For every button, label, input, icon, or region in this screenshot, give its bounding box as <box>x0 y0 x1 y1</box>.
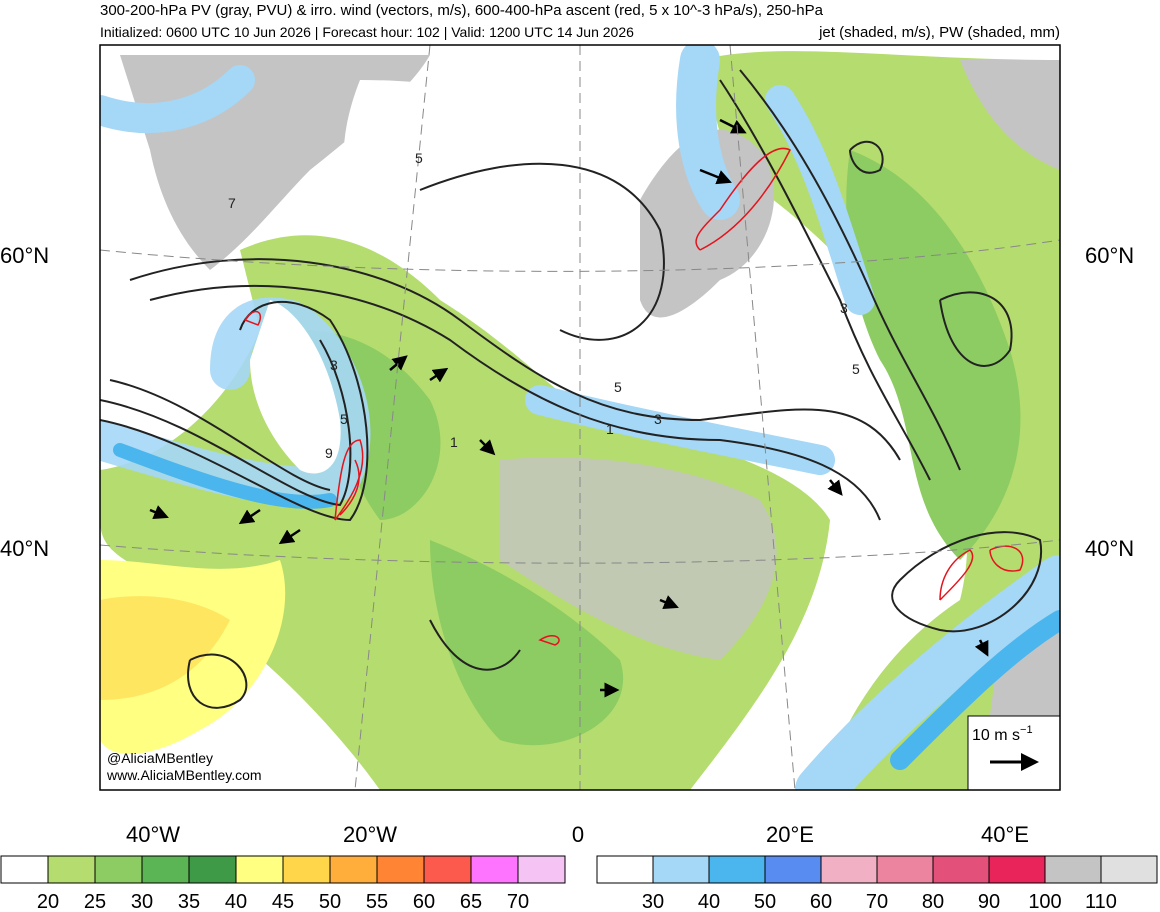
colorbar-label: 40 <box>698 891 720 912</box>
lat-label: 60°N <box>0 243 49 268</box>
colorbar-box <box>988 855 1046 884</box>
colorbar-box <box>708 855 766 884</box>
colorbar-box <box>652 855 710 884</box>
watermark: www.AliciaMBentley.com <box>106 767 262 783</box>
contour-label: 7 <box>228 195 236 211</box>
colorbar-label: 50 <box>319 891 341 912</box>
colorbar-label: 35 <box>178 891 200 912</box>
colorbar-label: 55 <box>366 891 388 912</box>
colorbar-label: 30 <box>131 891 153 912</box>
lat-label: 60°N <box>1085 243 1134 268</box>
colorbar-box <box>876 855 934 884</box>
colorbar-label: 50 <box>754 891 776 912</box>
colorbar-box <box>235 855 284 884</box>
vector-scale-label: 10 m s−1 <box>972 724 1033 744</box>
colorbar-box <box>596 855 654 884</box>
colorbar-label: 60 <box>413 891 435 912</box>
colorbar-box <box>329 855 378 884</box>
colorbar-label: 30 <box>642 891 664 912</box>
colorbar-label: 70 <box>507 891 529 912</box>
colorbar-box <box>470 855 519 884</box>
subtitle: Initialized: 0600 UTC 10 Jun 2026 | Fore… <box>100 24 634 40</box>
watermark: @AliciaMBentley <box>107 750 213 766</box>
lon-label: 0 <box>572 822 584 847</box>
colorbar-box <box>376 855 425 884</box>
contour-label: 5 <box>614 379 622 395</box>
colorbar-label: 45 <box>272 891 294 912</box>
contour-label: 9 <box>325 445 333 461</box>
colorbar-box <box>932 855 990 884</box>
contour-label: 3 <box>840 300 848 316</box>
lon-label: 20°W <box>343 822 397 847</box>
colorbar-label: 60 <box>810 891 832 912</box>
colorbar-label: 65 <box>460 891 482 912</box>
vector-scale-unit: 10 m s <box>972 727 1020 744</box>
colorbar-label: 100 <box>1028 891 1061 912</box>
colorbar-box <box>282 855 331 884</box>
contour-label: 5 <box>340 411 348 427</box>
vector-scale-exponent: −1 <box>1020 724 1033 736</box>
colorbar-label: 70 <box>866 891 888 912</box>
title: 300-200-hPa PV (gray, PVU) & irro. wind … <box>100 2 824 19</box>
lon-label: 20°E <box>766 822 814 847</box>
colorbar-box <box>764 855 822 884</box>
colorbar-box <box>141 855 190 884</box>
contour-label: 5 <box>852 361 860 377</box>
colorbar-box <box>423 855 472 884</box>
colorbar-box <box>94 855 143 884</box>
contour-label: 3 <box>330 357 338 373</box>
lat-label: 40°N <box>0 536 49 561</box>
colorbar-label: 25 <box>84 891 106 912</box>
colorbar-box <box>517 855 566 884</box>
colorbar-box <box>0 855 49 884</box>
map: 5 7 3 5 9 1 5 3 1 3 5 @AliciaMBentley ww… <box>100 45 1060 790</box>
lat-label: 40°N <box>1085 536 1134 561</box>
colorbar-box <box>188 855 237 884</box>
colorbar-box <box>47 855 96 884</box>
contour-label: 1 <box>450 434 458 450</box>
subtitle-right: jet (shaded, m/s), PW (shaded, mm) <box>818 24 1060 41</box>
colorbar-label: 110 <box>1085 891 1117 912</box>
colorbar-label: 20 <box>37 891 59 912</box>
colorbars: 20 25 30 35 40 45 50 55 60 65 70 30 40 50 60 70 80 90 100 1… <box>0 855 1158 912</box>
colorbar-label: 90 <box>978 891 1000 912</box>
contour-label: 5 <box>415 150 423 166</box>
colorbar-box <box>820 855 878 884</box>
lon-label: 40°W <box>126 822 180 847</box>
colorbar-box <box>1100 855 1158 884</box>
lon-label: 40°E <box>981 822 1029 847</box>
colorbar-box <box>1044 855 1102 884</box>
contour-label: 3 <box>654 411 662 427</box>
colorbar-label: 40 <box>225 891 247 912</box>
contour-label: 1 <box>606 421 614 437</box>
colorbar-label: 80 <box>922 891 944 912</box>
